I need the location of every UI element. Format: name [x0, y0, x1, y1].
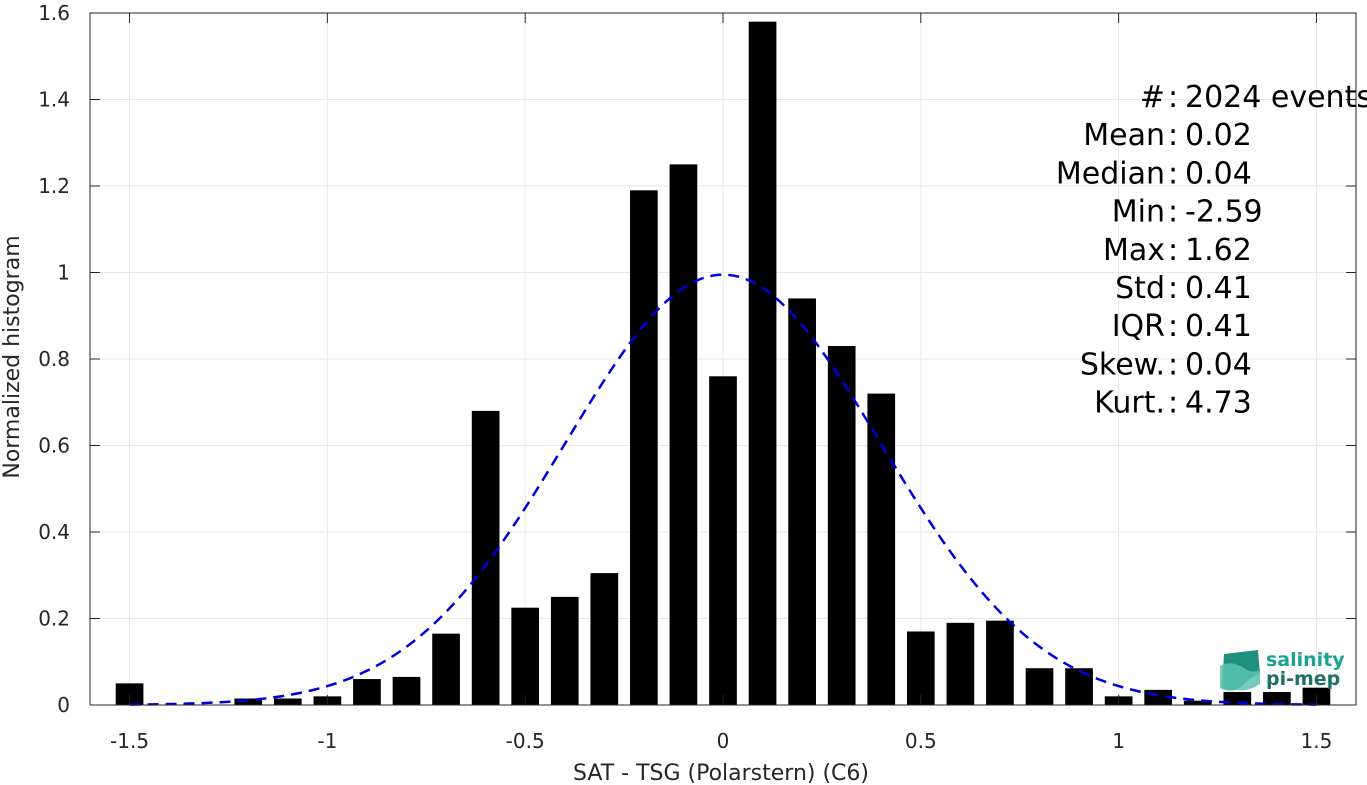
- stat-label: Max: [1103, 233, 1165, 268]
- stat-label: Std: [1115, 271, 1165, 306]
- stat-separator: :: [1168, 347, 1178, 382]
- histogram-bar: [630, 190, 658, 705]
- histogram-bar: [906, 631, 935, 705]
- stat-label: Kurt.: [1094, 386, 1165, 421]
- normal-fit-curve: [129, 273, 1317, 706]
- stat-separator: :: [1168, 80, 1178, 115]
- stat-label: Median: [1056, 156, 1165, 191]
- y-tick-label: 0.6: [38, 434, 70, 458]
- stat-separator: :: [1168, 195, 1178, 230]
- histogram-bar: [115, 683, 144, 705]
- y-tick-label: 1.6: [38, 1, 70, 25]
- x-tick-label: 1: [1112, 729, 1125, 753]
- stat-label: Skew.: [1080, 347, 1165, 382]
- histogram-bar: [669, 164, 698, 705]
- stat-separator: :: [1168, 118, 1178, 153]
- y-tick-label: 0.2: [38, 607, 70, 631]
- histogram-bar: [1223, 692, 1252, 705]
- logo-text-line1: salinity: [1266, 649, 1345, 671]
- histogram-bar: [511, 607, 540, 705]
- x-tick-label: 0.5: [905, 729, 937, 753]
- histogram-bar: [353, 679, 381, 705]
- stat-value: 4.73: [1185, 386, 1252, 421]
- axis-ticks: [90, 12, 1356, 706]
- histogram-bar: [1263, 692, 1291, 705]
- histogram-bar: [273, 698, 302, 705]
- y-axis-label: Normalized histogram: [0, 235, 25, 478]
- x-tick-label: -0.5: [506, 729, 545, 753]
- logo-text-line2: pi-mep: [1266, 668, 1340, 690]
- stat-value: 0.02: [1185, 118, 1252, 153]
- histogram-bar: [788, 298, 816, 705]
- stat-separator: :: [1168, 271, 1178, 306]
- y-tick-label: 1: [57, 261, 70, 285]
- stat-value: 0.04: [1185, 347, 1252, 382]
- stat-separator: :: [1168, 386, 1178, 421]
- y-tick-label: 1.4: [38, 88, 70, 112]
- stat-label: #: [1140, 80, 1165, 115]
- histogram-bar: [986, 620, 1014, 705]
- stat-separator: :: [1168, 309, 1178, 344]
- histogram-bar: [867, 393, 896, 705]
- x-tick-label: -1.5: [110, 729, 149, 753]
- x-tick-label: 0: [717, 729, 730, 753]
- x-tick-label: -1: [317, 729, 337, 753]
- histogram-bar: [709, 376, 737, 705]
- stat-label: Mean: [1083, 118, 1165, 153]
- y-tick-label: 0.4: [38, 520, 70, 544]
- stat-label: Min: [1112, 195, 1165, 230]
- logo-wave-icon-light: [1220, 663, 1260, 691]
- histogram-bar: [432, 633, 460, 705]
- y-tick-label: 0.8: [38, 347, 70, 371]
- histogram-bar: [1183, 700, 1212, 705]
- y-tick-label: 0: [57, 693, 70, 717]
- histogram-bar: [392, 676, 421, 705]
- histogram-bar: [590, 573, 619, 705]
- histogram-bars: [115, 21, 1331, 705]
- histogram-bar: [471, 410, 500, 705]
- stat-value: 0.41: [1185, 309, 1252, 344]
- x-axis-label: SAT - TSG (Polarstern) (C6): [573, 761, 869, 785]
- histogram-bar: [1065, 668, 1093, 705]
- histogram-bar: [827, 346, 856, 705]
- salinity-pi-mep-logo: salinity pi-mep: [1220, 649, 1345, 691]
- histogram-bar: [748, 21, 777, 705]
- stat-separator: :: [1168, 156, 1178, 191]
- stat-value: 0.04: [1185, 156, 1252, 191]
- x-tick-labels: -1.5 -1 -0.5 0 0.5 1 1.5: [110, 729, 1332, 753]
- stat-separator: :: [1168, 233, 1178, 268]
- x-tick-label: 1.5: [1301, 729, 1333, 753]
- histogram-bar: [946, 622, 975, 705]
- stat-value: 2024 events: [1185, 80, 1367, 115]
- stat-value: 1.62: [1185, 233, 1252, 268]
- stat-value: 0.41: [1185, 271, 1252, 306]
- histogram-bar: [234, 698, 263, 705]
- y-tick-labels: 0 0.2 0.4 0.6 0.8 1 1.2 1.4 1.6: [38, 1, 70, 717]
- stat-value: -2.59: [1185, 195, 1263, 230]
- histogram-bar: [1025, 668, 1054, 705]
- y-tick-label: 1.2: [38, 174, 70, 198]
- histogram-bar: [550, 596, 579, 705]
- stat-label: IQR: [1112, 309, 1165, 344]
